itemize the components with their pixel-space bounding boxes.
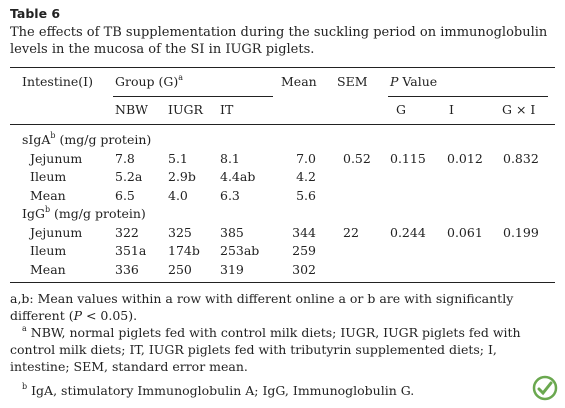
table-cell: 351a <box>115 243 147 258</box>
section-unit: (mg/g protein) <box>54 206 146 221</box>
row-label: Jejunum <box>30 150 83 166</box>
footnote-b: b IgA, stimulatory Immunoglobulin A; IgG… <box>10 382 555 399</box>
table-cell: 0.244 <box>390 224 426 240</box>
header-sem: SEM <box>337 74 368 89</box>
table-cell: 302 <box>292 261 316 277</box>
header-subgroup: IT <box>220 102 234 117</box>
table-cell: 385 <box>220 224 244 240</box>
table-cell: 8.1 <box>220 150 240 166</box>
row-label: Mean <box>30 261 66 277</box>
logo-icon <box>532 375 558 401</box>
bottom-rule <box>10 282 555 283</box>
table-cell: 6.5 <box>115 187 135 203</box>
note-text: IgA, stimulatory Immunoglobulin A; IgG, … <box>31 383 415 398</box>
table-cell: 250 <box>168 261 192 277</box>
header-rule <box>10 124 555 125</box>
table-cell: 322 <box>115 224 139 240</box>
table-cell: 0.832 <box>503 150 539 166</box>
table-cell: 325 <box>168 224 192 240</box>
table-cell: 2.9b <box>168 169 196 184</box>
table-cell: 4.0 <box>168 187 188 203</box>
table-cell: 0.52 <box>343 150 371 166</box>
table-cell: 5.1 <box>168 150 188 166</box>
note-text: < 0.05). <box>82 308 138 323</box>
section-heading: sIgAb (mg/g protein) <box>22 132 151 148</box>
row-label: Ileum <box>30 169 67 184</box>
row-label: Ileum <box>30 243 67 258</box>
table-cell: 0.012 <box>447 150 483 166</box>
header-group-text: Group (G) <box>115 74 179 89</box>
table-cell: 4.4ab <box>220 169 256 184</box>
p-rule <box>388 96 548 97</box>
note-text: NBW, normal piglets fed with control mil… <box>10 325 521 374</box>
p-text: Value <box>402 74 438 89</box>
header-intestine: Intestine(I) <box>22 74 93 89</box>
p-italic: P <box>390 74 399 89</box>
header-subgroup: NBW <box>115 102 148 117</box>
footnote-mark: a <box>22 324 27 333</box>
table-cell: 344 <box>292 224 316 240</box>
table-cell: 174b <box>168 243 200 258</box>
table-cell: 4.2 <box>296 169 316 184</box>
section-name: IgG <box>22 206 45 221</box>
header-mean: Mean <box>281 74 317 89</box>
group-rule <box>113 96 273 97</box>
table-cell: 7.0 <box>296 150 316 166</box>
table-cell: 5.2a <box>115 169 143 184</box>
header-subgroup: IUGR <box>168 102 203 117</box>
header-p: P Value <box>390 74 437 90</box>
note-italic: P <box>73 308 82 323</box>
section-unit: (mg/g protein) <box>59 132 152 147</box>
footnote-mark: b <box>22 382 28 391</box>
table-cell: 6.3 <box>220 187 240 203</box>
table-cell: 336 <box>115 261 139 277</box>
header-p-col: I <box>449 102 454 117</box>
table-caption: The effects of TB supplementation during… <box>10 25 548 57</box>
table-cell: 0.199 <box>503 224 539 240</box>
note-text: a,b: Mean values within a row with diffe… <box>10 291 514 323</box>
table-cell: 259 <box>292 243 316 258</box>
row-label: Mean <box>30 187 66 203</box>
section-name: sIgA <box>22 132 51 147</box>
table-cell: 0.061 <box>447 224 483 240</box>
section-heading: IgGb (mg/g protein) <box>22 206 146 222</box>
header-group: Group (G)a <box>115 74 183 90</box>
table-title: Table 6 <box>10 6 61 21</box>
header-p-col: G <box>396 102 406 117</box>
table-cell: 319 <box>220 261 244 277</box>
top-rule <box>10 67 555 68</box>
table-cell: 5.6 <box>296 187 316 203</box>
footnote-mark: b <box>44 205 51 214</box>
table-cell: 0.115 <box>390 150 426 166</box>
row-label: Jejunum <box>30 224 83 240</box>
header-p-col: G × I <box>502 102 536 117</box>
table-cell: 22 <box>343 224 359 240</box>
footnote-mark: a <box>178 73 184 82</box>
table-cell: 253ab <box>220 243 260 258</box>
footnote-mark: b <box>50 131 56 140</box>
table-cell: 7.8 <box>115 150 135 166</box>
footnote-a: a NBW, normal piglets fed with control m… <box>10 324 555 375</box>
footnote-main: a,b: Mean values within a row with diffe… <box>10 290 555 324</box>
